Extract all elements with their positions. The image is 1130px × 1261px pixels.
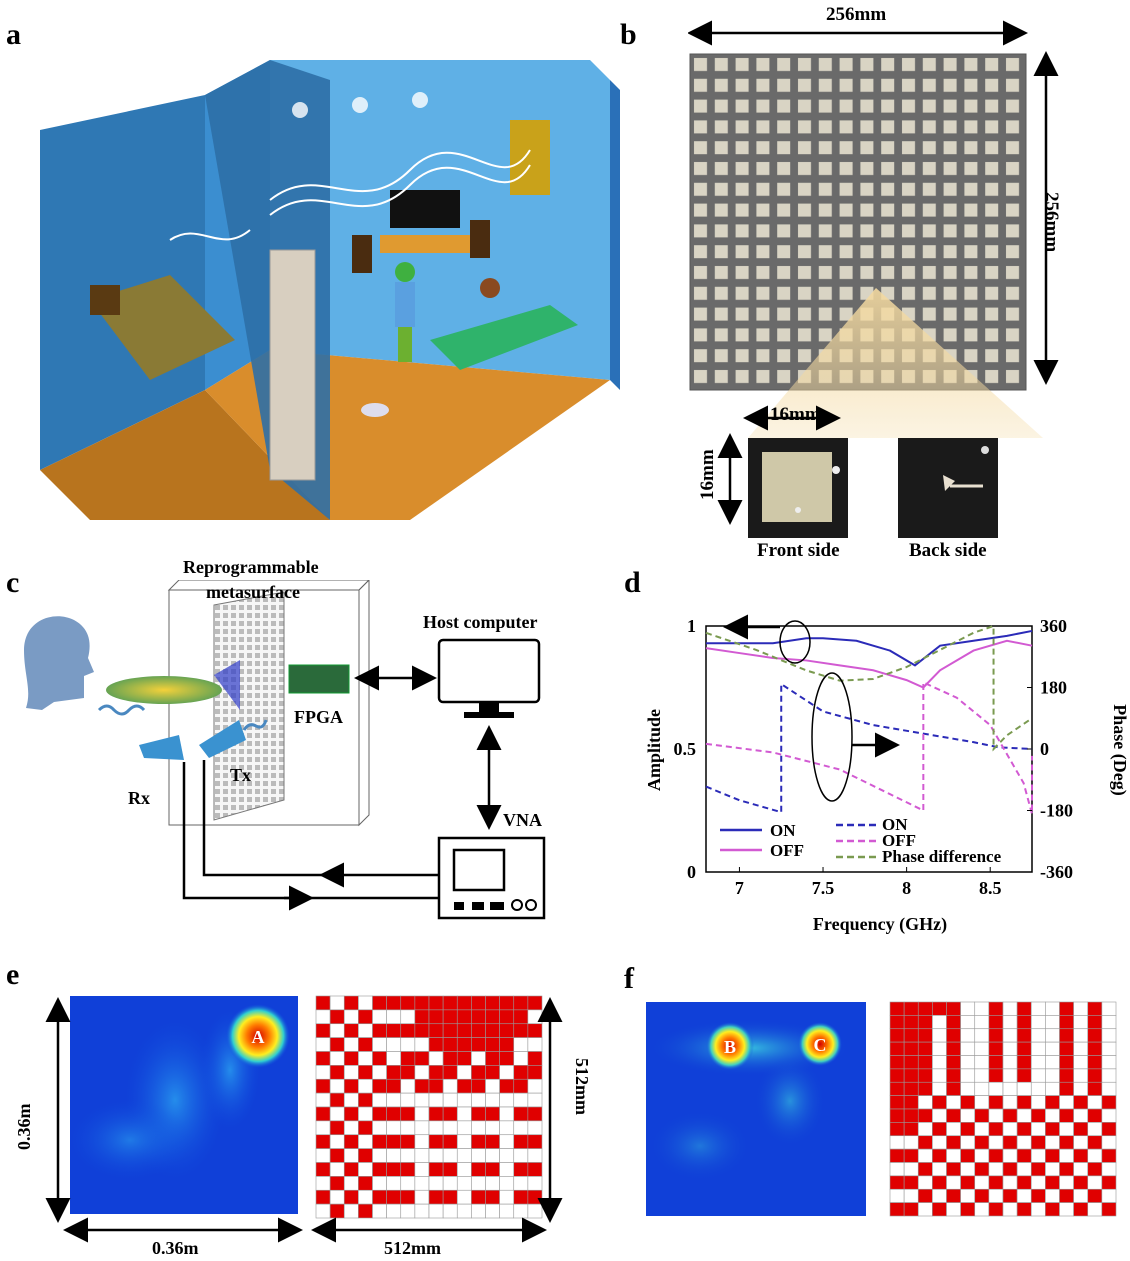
spot-a-label: A xyxy=(252,1027,265,1047)
panel-f-figure: B C xyxy=(646,1001,1117,1217)
y-left-tick-label-2: 1 xyxy=(687,616,696,636)
tx-label: Tx xyxy=(230,765,252,785)
front-side-caption: Front side xyxy=(757,540,840,561)
map-height-label: 0.36m xyxy=(14,1103,34,1151)
amplitude-callout-ellipse xyxy=(779,620,811,664)
legend-off-dashed: OFF xyxy=(882,831,916,850)
spot-b-label: B xyxy=(724,1037,736,1057)
back-side-caption: Back side xyxy=(909,540,987,561)
legend-on-solid: ON xyxy=(770,821,796,840)
cell-height-label: 16mm xyxy=(697,449,718,500)
host-computer-label: Host computer xyxy=(423,612,538,632)
legend-phase-difference: Phase difference xyxy=(882,847,1002,866)
legend-on-dashed: ON xyxy=(882,815,908,834)
height-dimension-label: 256mm xyxy=(1041,192,1062,253)
y-right-tick-label-4: 360 xyxy=(1040,616,1067,636)
panel-label-c: c xyxy=(6,566,20,599)
setup-diagram xyxy=(24,580,546,920)
plot-area xyxy=(705,625,1033,873)
metasurface-photo-panel xyxy=(688,20,1059,538)
x-tick-label-1: 7.5 xyxy=(812,878,835,898)
y-right-tick-label-2: 0 xyxy=(1040,739,1049,759)
phase-callout-ellipse xyxy=(811,672,853,802)
series-line-1 xyxy=(705,639,1033,689)
metasurface-label-line1: Reprogrammable xyxy=(183,557,319,577)
series-line-2 xyxy=(705,682,1033,814)
rx-label: Rx xyxy=(128,788,150,808)
room-illustration xyxy=(40,60,620,520)
y-axis-left-label: Amplitude xyxy=(644,709,664,791)
series-line-3 xyxy=(705,680,1033,815)
y-axis-right-label: Phase (Deg) xyxy=(1109,704,1130,795)
map-width-label: 0.36m xyxy=(152,1238,199,1258)
x-tick-label-3: 8.5 xyxy=(979,878,1002,898)
vna-label: VNA xyxy=(503,810,542,830)
x-tick-label-0: 7 xyxy=(735,878,744,898)
spot-c-label: C xyxy=(814,1035,827,1055)
panel-label-b: b xyxy=(620,18,637,51)
width-dimension-label: 256mm xyxy=(826,4,887,25)
panel-e-figure: A xyxy=(45,995,563,1243)
y-right-tick-label-1: -180 xyxy=(1040,801,1073,821)
panel-label-d: d xyxy=(624,566,641,599)
coding-pattern-f xyxy=(889,1001,1117,1217)
y-left-tick-label-0: 0 xyxy=(687,862,696,882)
y-right-tick-label-3: 180 xyxy=(1040,678,1067,698)
fpga-label: FPGA xyxy=(294,707,343,727)
y-left-tick-label-1: 0.5 xyxy=(674,739,697,759)
cell-width-label: 16mm xyxy=(770,404,821,425)
metasurface-label-line2: metasurface xyxy=(206,582,300,602)
x-axis-label: Frequency (GHz) xyxy=(813,914,947,935)
series-line-4 xyxy=(705,624,1033,752)
pattern-height-label: 512mm xyxy=(572,1058,592,1115)
panel-label-f: f xyxy=(624,962,634,995)
panel-label-a: a xyxy=(6,18,21,51)
series-line-0 xyxy=(706,629,1033,667)
legend: ON OFF ON OFF Phase difference xyxy=(720,815,1002,866)
amplitude-phase-chart: 7 7.5 8 8.5 0 0.5 1 -360 -180 0 180 360 ON OFF ON O… xyxy=(644,614,1130,935)
y-right-tick-label-0: -360 xyxy=(1040,862,1073,882)
pattern-width-label: 512mm xyxy=(384,1238,441,1258)
coding-pattern-e xyxy=(315,995,543,1219)
x-tick-label-2: 8 xyxy=(902,878,911,898)
panel-label-e: e xyxy=(6,958,20,991)
legend-off-solid: OFF xyxy=(770,841,804,860)
